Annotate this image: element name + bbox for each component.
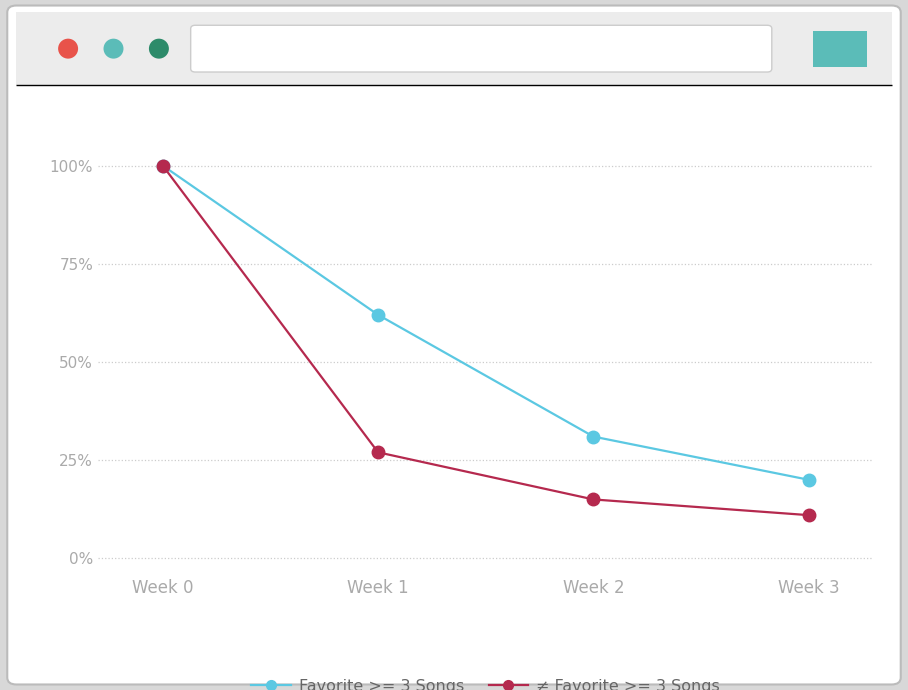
Legend: Favorite >= 3 Songs, ≠ Favorite >= 3 Songs: Favorite >= 3 Songs, ≠ Favorite >= 3 Son…	[245, 673, 726, 690]
